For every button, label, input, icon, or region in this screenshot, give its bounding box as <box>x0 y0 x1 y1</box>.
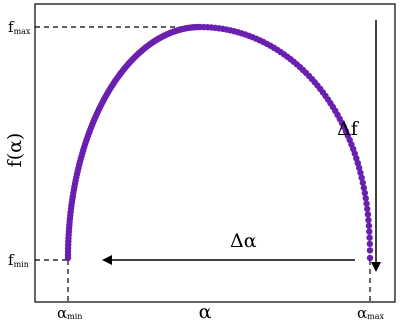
curve-dot <box>365 222 373 230</box>
curve-dot <box>358 174 365 181</box>
curve-dot <box>366 228 373 235</box>
fmax-label: fmax <box>8 18 31 36</box>
y-axis-label: f(α) <box>4 133 26 168</box>
delta-alpha-label: Δα <box>230 230 257 252</box>
amax-label: αmax <box>357 304 384 322</box>
delta-f-label: Δf <box>337 118 360 140</box>
curve-dot <box>366 234 373 241</box>
spectrum-curve <box>64 23 374 262</box>
curve-dot <box>361 189 369 197</box>
curve-dot <box>355 164 363 172</box>
curve-dot <box>354 159 361 167</box>
curve-dot <box>365 216 372 224</box>
amin-label: αmin <box>57 304 82 322</box>
curve-dot <box>360 184 368 192</box>
curve-dot <box>363 200 370 207</box>
curve-dot <box>357 169 364 176</box>
frame <box>34 3 396 303</box>
x-axis-label: α <box>199 301 212 323</box>
curve-dot <box>362 195 369 202</box>
curve-dot <box>359 179 367 186</box>
curve-dot <box>366 240 374 248</box>
fmin-label: fmin <box>8 251 29 269</box>
curve-dot <box>366 254 374 262</box>
curve-dot <box>364 211 372 218</box>
curve-dot <box>366 247 374 254</box>
curve-dot <box>364 205 371 213</box>
